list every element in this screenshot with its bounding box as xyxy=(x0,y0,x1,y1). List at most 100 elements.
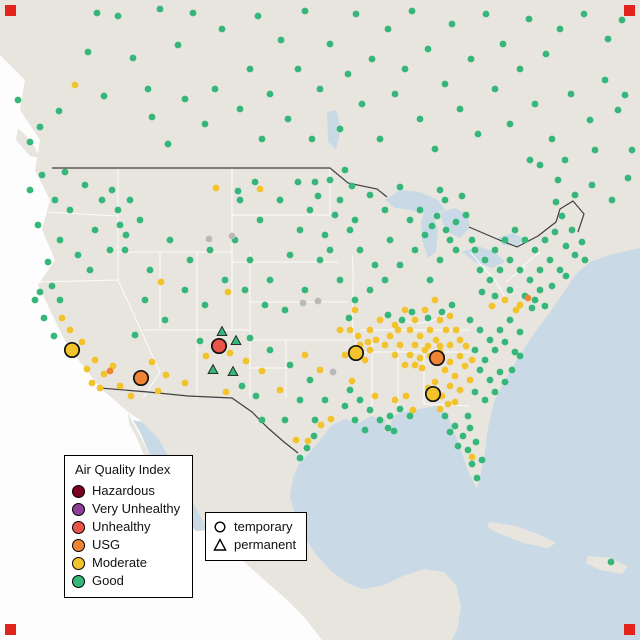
station-dot-good[interactable] xyxy=(206,246,214,254)
station-dot-good[interactable] xyxy=(516,328,524,336)
station-dot-good[interactable] xyxy=(266,346,274,354)
station-dot-good[interactable] xyxy=(384,311,392,319)
station-dot-good[interactable] xyxy=(452,246,460,254)
station-dot-moderate[interactable] xyxy=(327,415,335,423)
station-dot-good[interactable] xyxy=(506,120,514,128)
station-dot-good[interactable] xyxy=(26,138,34,146)
station-dot-good[interactable] xyxy=(376,135,384,143)
station-dot-moderate[interactable] xyxy=(446,358,454,366)
station-dot-good[interactable] xyxy=(521,236,529,244)
station-dot-good[interactable] xyxy=(294,178,302,186)
station-dot-good[interactable] xyxy=(433,212,441,220)
station-dot-moderate[interactable] xyxy=(431,296,439,304)
station-dot-good[interactable] xyxy=(542,50,550,58)
station-dot-moderate[interactable] xyxy=(456,352,464,360)
station-dot-good[interactable] xyxy=(108,186,116,194)
station-dot-moderate[interactable] xyxy=(301,351,309,359)
station-dot-good[interactable] xyxy=(471,246,479,254)
station-dot-good[interactable] xyxy=(126,196,134,204)
station-dot-moderate[interactable] xyxy=(148,358,156,366)
station-dot-good[interactable] xyxy=(408,7,416,15)
station-dot-good[interactable] xyxy=(486,376,494,384)
station-dot-good[interactable] xyxy=(408,308,416,316)
station-dot-good[interactable] xyxy=(401,65,409,73)
station-dot-good[interactable] xyxy=(491,246,499,254)
station-dot-good[interactable] xyxy=(356,246,364,254)
station-dot-good[interactable] xyxy=(146,266,154,274)
station-dot-moderate[interactable] xyxy=(391,351,399,359)
station-dot-good[interactable] xyxy=(294,65,302,73)
station-dot-good[interactable] xyxy=(93,9,101,17)
station-dot-good[interactable] xyxy=(341,166,349,174)
station-dot-good[interactable] xyxy=(346,386,354,394)
station-dot-moderate[interactable] xyxy=(446,382,454,390)
station-dot-good[interactable] xyxy=(496,368,504,376)
station-dot-good[interactable] xyxy=(541,302,549,310)
station-dot-moderate[interactable] xyxy=(516,301,524,309)
station-dot-good[interactable] xyxy=(607,558,615,566)
station-dot-moderate[interactable] xyxy=(317,421,325,429)
station-dot-moderate[interactable] xyxy=(402,392,410,400)
station-dot-good[interactable] xyxy=(428,222,436,230)
station-dot-good[interactable] xyxy=(508,366,516,374)
station-dot-good[interactable] xyxy=(121,246,129,254)
station-dot-good[interactable] xyxy=(516,266,524,274)
station-dot-moderate[interactable] xyxy=(436,405,444,413)
station-dot-moderate[interactable] xyxy=(371,392,379,400)
station-dot-good[interactable] xyxy=(34,221,42,229)
station-dot-good[interactable] xyxy=(266,276,274,284)
station-dot-good[interactable] xyxy=(416,115,424,123)
station-dot-good[interactable] xyxy=(531,100,539,108)
station-dot-good[interactable] xyxy=(100,92,108,100)
station-dot-good[interactable] xyxy=(618,16,626,24)
station-dot-good[interactable] xyxy=(196,337,204,345)
station-dot-good[interactable] xyxy=(586,116,594,124)
station-dot-good[interactable] xyxy=(454,442,462,450)
station-dot-good[interactable] xyxy=(456,105,464,113)
station-dot-good[interactable] xyxy=(352,10,360,18)
station-dot-good[interactable] xyxy=(56,236,64,244)
station-dot-good[interactable] xyxy=(384,25,392,33)
station-dot-good[interactable] xyxy=(536,266,544,274)
station-dot-usg[interactable] xyxy=(106,367,114,375)
station-dot-good[interactable] xyxy=(526,156,534,164)
station-dot-good[interactable] xyxy=(321,396,329,404)
station-dot-good[interactable] xyxy=(321,231,329,239)
station-dot-moderate[interactable] xyxy=(256,185,264,193)
station-dot-moderate[interactable] xyxy=(436,316,444,324)
station-dot-good[interactable] xyxy=(567,90,575,98)
station-dot-moderate[interactable] xyxy=(316,366,324,374)
station-dot-good[interactable] xyxy=(396,183,404,191)
station-dot-good[interactable] xyxy=(588,181,596,189)
station-dot-moderate[interactable] xyxy=(96,384,104,392)
station-dot-moderate[interactable] xyxy=(154,387,162,395)
station-dot-moderate[interactable] xyxy=(58,314,66,322)
station-dot-good[interactable] xyxy=(261,301,269,309)
station-dot-moderate[interactable] xyxy=(461,362,469,370)
station-dot-good[interactable] xyxy=(511,348,519,356)
station-dot-good[interactable] xyxy=(361,426,369,434)
station-dot-good[interactable] xyxy=(390,427,398,435)
station-dot-good[interactable] xyxy=(296,454,304,462)
station-dot-good[interactable] xyxy=(189,9,197,17)
station-dot-moderate[interactable] xyxy=(109,362,117,370)
station-dot-moderate[interactable] xyxy=(127,392,135,400)
station-dot-moderate[interactable] xyxy=(361,356,369,364)
station-dot-moderate[interactable] xyxy=(401,361,409,369)
station-dot-good[interactable] xyxy=(366,191,374,199)
station-dot-moderate[interactable] xyxy=(100,370,108,378)
station-dot-good[interactable] xyxy=(628,146,636,154)
station-dot-moderate[interactable] xyxy=(354,332,362,340)
station-dot-moderate[interactable] xyxy=(406,326,414,334)
station-dot-good[interactable] xyxy=(384,424,392,432)
station-dot-good[interactable] xyxy=(122,231,130,239)
station-dot-moderate[interactable] xyxy=(157,278,165,286)
station-dot-good[interactable] xyxy=(506,256,514,264)
station-dot-good[interactable] xyxy=(476,326,484,334)
station-dot-good[interactable] xyxy=(266,90,274,98)
station-dot-moderate[interactable] xyxy=(446,341,454,349)
station-dot-good[interactable] xyxy=(491,85,499,93)
station-dot-good[interactable] xyxy=(281,416,289,424)
station-dot-good[interactable] xyxy=(406,412,414,420)
station-dot-moderate[interactable] xyxy=(432,336,440,344)
